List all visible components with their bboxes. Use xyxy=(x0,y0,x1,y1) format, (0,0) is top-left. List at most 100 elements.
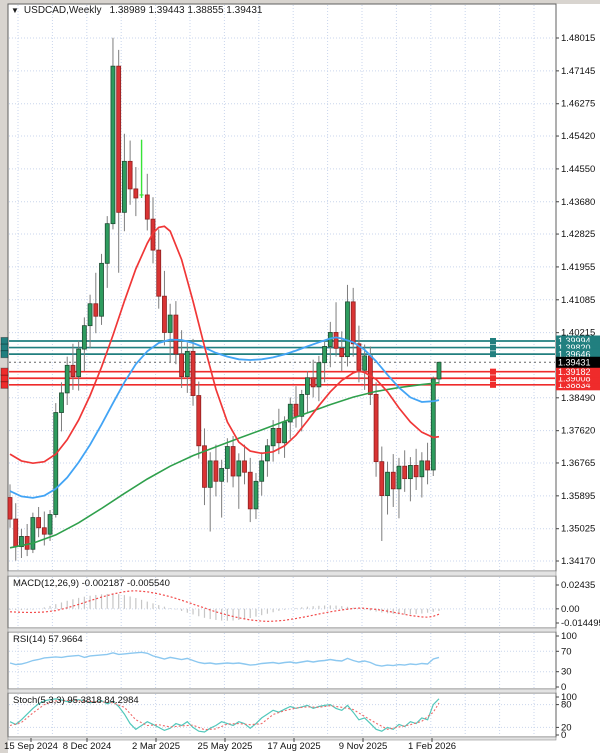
bull-candle[interactable] xyxy=(270,428,276,447)
bear-candle[interactable] xyxy=(93,303,99,317)
macd-panel[interactable] xyxy=(7,575,557,629)
bull-candle[interactable] xyxy=(81,325,87,350)
bear-candle[interactable] xyxy=(413,465,419,478)
bull-candle[interactable] xyxy=(305,377,310,395)
symbol-dropdown-icon[interactable]: ▼ xyxy=(11,6,19,15)
bear-candle[interactable] xyxy=(173,314,179,355)
bear-candle[interactable] xyxy=(333,332,339,349)
stoch-panel[interactable] xyxy=(7,692,557,738)
bull-candle[interactable] xyxy=(253,480,259,510)
bull-candle[interactable] xyxy=(219,468,225,482)
bull-candle[interactable] xyxy=(259,460,265,482)
level-left-marker[interactable] xyxy=(0,367,9,376)
level-left-marker[interactable] xyxy=(0,336,9,345)
level-left-marker[interactable] xyxy=(0,343,9,352)
bear-candle[interactable] xyxy=(425,460,430,471)
bull-candle[interactable] xyxy=(287,403,293,423)
main-panel[interactable] xyxy=(7,3,557,572)
level-right-marker[interactable] xyxy=(490,368,496,375)
bear-candle[interactable] xyxy=(230,446,236,477)
bull-candle[interactable] xyxy=(207,460,213,488)
bear-candle[interactable] xyxy=(202,445,207,488)
bull-candle[interactable] xyxy=(19,536,24,548)
bull-candle[interactable] xyxy=(30,517,36,550)
bear-candle[interactable] xyxy=(179,353,185,378)
level-left-marker[interactable] xyxy=(0,350,9,359)
resistance-price-tag-bg[interactable] xyxy=(556,348,600,360)
bull-candle[interactable] xyxy=(122,160,127,213)
bear-candle[interactable] xyxy=(402,465,408,480)
level-right-marker[interactable] xyxy=(490,337,496,344)
bull-candle[interactable] xyxy=(362,355,368,371)
panel-separator[interactable] xyxy=(7,627,557,633)
bull-candle[interactable] xyxy=(224,446,230,469)
bull-candle[interactable] xyxy=(99,262,104,317)
bull-candle[interactable] xyxy=(87,303,93,327)
support-price-tag-bg[interactable] xyxy=(556,379,600,391)
bull-candle[interactable] xyxy=(299,394,305,417)
bull-candle[interactable] xyxy=(396,465,402,490)
bull-candle[interactable] xyxy=(59,392,64,413)
bull-candle[interactable] xyxy=(47,514,53,535)
bull-candle[interactable] xyxy=(104,223,110,264)
level-right-marker[interactable] xyxy=(490,351,496,358)
rsi-panel[interactable] xyxy=(7,631,557,690)
bull-candle[interactable] xyxy=(76,348,82,378)
level-left-marker[interactable] xyxy=(0,380,9,389)
bear-candle[interactable] xyxy=(379,461,385,497)
bear-candle[interactable] xyxy=(276,428,282,444)
panel-separator[interactable] xyxy=(7,570,557,577)
bull-candle[interactable] xyxy=(282,421,287,444)
bear-candle[interactable] xyxy=(310,377,316,388)
current-price-tag-bg[interactable] xyxy=(556,356,600,368)
bear-candle[interactable] xyxy=(293,403,299,417)
level-right-marker[interactable] xyxy=(490,375,496,382)
bull-candle[interactable] xyxy=(316,362,322,388)
bear-candle[interactable] xyxy=(156,249,162,297)
support-price-tag-bg[interactable] xyxy=(556,372,600,384)
bear-candle[interactable] xyxy=(242,460,247,473)
panel-separator[interactable] xyxy=(7,736,557,741)
bull-candle[interactable] xyxy=(53,412,59,515)
level-left-marker[interactable] xyxy=(0,374,9,383)
bear-candle[interactable] xyxy=(144,194,150,220)
bull-candle[interactable] xyxy=(385,471,390,497)
level-right-marker[interactable] xyxy=(490,344,496,351)
bear-candle[interactable] xyxy=(247,471,253,510)
bear-candle[interactable] xyxy=(70,364,76,378)
bear-candle[interactable] xyxy=(196,395,202,447)
support-price-tag-bg[interactable] xyxy=(556,366,600,378)
bull-candle[interactable] xyxy=(167,314,173,333)
resistance-price-tag-bg[interactable] xyxy=(556,335,600,347)
bear-candle[interactable] xyxy=(162,295,167,333)
bear-candle[interactable] xyxy=(213,460,219,482)
bear-candle[interactable] xyxy=(13,518,19,548)
bear-candle[interactable] xyxy=(133,188,139,199)
level-right-marker[interactable] xyxy=(490,381,496,388)
bear-candle[interactable] xyxy=(339,347,345,358)
bear-candle[interactable] xyxy=(24,536,30,550)
bear-candle[interactable] xyxy=(116,65,122,213)
bull-candle[interactable] xyxy=(430,378,436,471)
bull-candle[interactable] xyxy=(436,361,442,380)
panel-separator[interactable] xyxy=(7,688,557,694)
bear-candle[interactable] xyxy=(350,301,356,345)
bear-candle[interactable] xyxy=(7,497,13,520)
stoch-axis-label: 100 xyxy=(561,692,577,703)
bull-candle[interactable] xyxy=(345,301,350,358)
bull-candle[interactable] xyxy=(184,350,190,378)
bull-candle[interactable] xyxy=(407,465,413,480)
bear-candle[interactable] xyxy=(373,394,379,463)
bull-candle[interactable] xyxy=(236,460,242,477)
bear-candle[interactable] xyxy=(127,160,133,190)
bear-candle[interactable] xyxy=(41,527,47,535)
bull-candle[interactable] xyxy=(322,346,328,364)
bear-candle[interactable] xyxy=(190,350,196,396)
bear-candle[interactable] xyxy=(390,471,396,490)
bear-candle[interactable] xyxy=(36,517,41,529)
resistance-price-tag-bg[interactable] xyxy=(556,342,600,354)
bull-candle[interactable] xyxy=(110,65,116,225)
bull-candle[interactable] xyxy=(419,460,425,478)
bull-candle[interactable] xyxy=(64,364,70,394)
